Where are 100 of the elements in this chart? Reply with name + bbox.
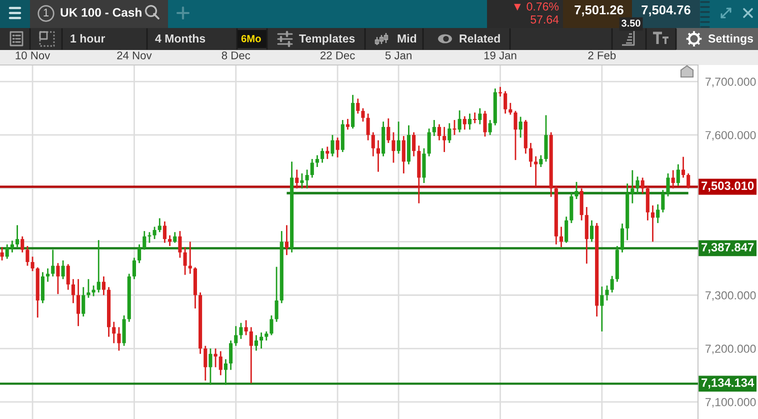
text: 1 hour xyxy=(70,34,106,43)
candlestick xyxy=(162,220,166,244)
candlestick xyxy=(320,148,324,164)
candlestick xyxy=(366,112,370,141)
candlestick xyxy=(310,158,314,178)
candlestick xyxy=(504,90,508,114)
candlestick xyxy=(326,146,330,160)
candlestick xyxy=(152,226,156,240)
candlestick xyxy=(224,358,228,386)
candlestick xyxy=(86,278,90,298)
candlestick xyxy=(488,119,492,136)
ref-line-label: 7,134.134 xyxy=(702,378,754,389)
text: 7,501.26 xyxy=(574,5,624,16)
candlestick xyxy=(183,246,187,276)
candlestick xyxy=(96,239,100,294)
candlestick xyxy=(630,169,634,204)
candlestick xyxy=(600,286,604,332)
candlestick xyxy=(218,350,222,376)
candlestick xyxy=(528,142,533,168)
candlestick xyxy=(270,314,274,336)
candlestick xyxy=(158,218,162,233)
chart-title: UK 100 - Cash xyxy=(60,8,142,17)
candlestick xyxy=(386,118,390,144)
candlestick xyxy=(148,231,152,244)
candlestick xyxy=(112,321,116,344)
text: 57.64 xyxy=(530,15,559,24)
candlestick xyxy=(412,132,416,157)
candlestick xyxy=(168,234,172,247)
candlestick xyxy=(0,246,4,262)
candlestick xyxy=(10,240,14,254)
candlestick xyxy=(605,284,609,302)
candlestick xyxy=(636,176,640,194)
candlestick xyxy=(686,172,690,190)
candlestick xyxy=(371,132,375,157)
x-tick-label: 10 Nov xyxy=(16,51,50,60)
candlestick xyxy=(574,181,578,200)
candlestick xyxy=(478,108,482,125)
candlestick xyxy=(239,322,243,340)
candlestick xyxy=(452,119,456,136)
candlestick xyxy=(661,189,665,214)
candlestick xyxy=(234,325,238,347)
candlestick xyxy=(51,249,55,278)
candlestick xyxy=(376,140,380,172)
candlestick xyxy=(249,326,253,384)
candlestick xyxy=(178,230,182,258)
candlestick xyxy=(61,260,65,280)
candlestick xyxy=(468,112,472,130)
candlestick xyxy=(681,156,686,178)
candlestick xyxy=(264,330,268,342)
candlestick xyxy=(138,244,142,264)
text: ▼ 0.76% xyxy=(514,2,559,11)
candlestick xyxy=(254,334,258,352)
candlestick xyxy=(82,286,86,318)
x-tick-label: 5 Jan xyxy=(385,52,412,60)
candlestick xyxy=(300,172,304,190)
candlestick xyxy=(330,134,334,157)
candlestick xyxy=(620,222,624,254)
candlestick xyxy=(610,275,614,294)
candlestick xyxy=(564,216,568,244)
text: Templates xyxy=(299,34,355,45)
candlestick xyxy=(66,263,70,290)
candlestick xyxy=(56,262,60,295)
candlestick xyxy=(16,224,20,248)
candlestick xyxy=(20,236,24,254)
candlestick xyxy=(427,128,431,157)
x-tick-label: 19 Jan xyxy=(484,51,516,60)
candlestick xyxy=(442,126,446,153)
candlestick xyxy=(30,256,34,272)
candlestick xyxy=(244,320,248,336)
text: 1 xyxy=(44,8,49,16)
candlestick xyxy=(46,268,50,282)
ref-line-label: 7,387.847 xyxy=(702,242,754,254)
candlestick xyxy=(295,168,299,190)
candlestick xyxy=(402,135,406,174)
candlestick xyxy=(132,257,136,280)
x-tick-label: 8 Dec xyxy=(222,51,250,60)
candlestick xyxy=(640,176,644,194)
candlestick xyxy=(498,86,502,98)
x-tick-label: 22 Dec xyxy=(320,51,355,60)
candlestick xyxy=(361,108,365,122)
candlestick xyxy=(214,348,218,368)
candlestick xyxy=(5,244,9,260)
x-tick-label: 24 Nov xyxy=(117,51,152,60)
candlestick xyxy=(102,276,106,296)
text: 3.50 xyxy=(622,20,640,27)
candlestick xyxy=(208,348,212,386)
text: Settings xyxy=(708,34,754,45)
candlestick xyxy=(671,169,675,190)
y-tick-label: 7,200.000 xyxy=(706,344,756,354)
candlestick xyxy=(336,136,340,158)
candlestick xyxy=(483,110,487,138)
candlestick xyxy=(204,345,208,382)
candlestick xyxy=(437,124,442,141)
candlestick xyxy=(514,110,518,161)
y-tick-label: 7,700.000 xyxy=(706,78,756,88)
candlestick xyxy=(305,168,309,190)
candlestick xyxy=(92,284,96,297)
y-tick-label: 7,600.000 xyxy=(706,131,756,141)
candlestick xyxy=(590,220,594,242)
text: 6Mo xyxy=(241,35,261,42)
